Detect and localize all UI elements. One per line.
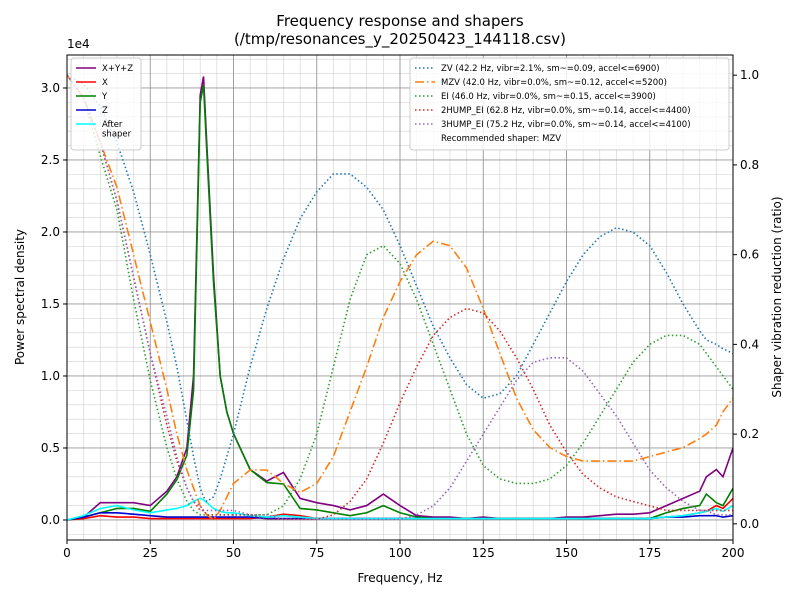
- legend-label: Y: [101, 92, 108, 102]
- y-tick-label: 0.5: [41, 441, 60, 455]
- legend-label: ZV (42.2 Hz, vibr=2.1%, sm~=0.09, accel<…: [441, 64, 660, 74]
- series-line: [67, 74, 733, 521]
- legend: ZV (42.2 Hz, vibr=2.1%, sm~=0.09, accel<…: [409, 57, 730, 151]
- x-tick-label: 125: [472, 546, 495, 560]
- x-tick-label: 100: [389, 546, 412, 560]
- y-offset-label: 1e4: [67, 37, 90, 51]
- y2-tick-label: 0.4: [740, 337, 759, 351]
- y-tick-label: 1.0: [41, 369, 60, 383]
- x-tick-label: 25: [143, 546, 158, 560]
- series-line: [67, 74, 733, 516]
- x-tick-label: 0: [63, 546, 71, 560]
- x-tick-label: 75: [309, 546, 324, 560]
- legend-box: [409, 57, 730, 151]
- plot-lines: [67, 74, 733, 521]
- y2-tick-label: 0.6: [740, 248, 759, 262]
- y2-tick-label: 0.2: [740, 427, 759, 441]
- x-tick-label: 50: [226, 546, 241, 560]
- x-tick-label: 200: [722, 546, 745, 560]
- legend-label: 2HUMP_EI (62.8 Hz, vibr=0.0%, sm~=0.14, …: [441, 106, 691, 116]
- y-tick-label: 2.5: [41, 153, 60, 167]
- y-tick-label: 2.0: [41, 225, 60, 239]
- legend-note: Recommended shaper: MZV: [441, 134, 561, 144]
- y2-tick-label: 0.8: [740, 158, 759, 172]
- legend-box: [70, 57, 142, 151]
- legend-label: X: [102, 78, 108, 88]
- y-axis-label: Power spectral density: [13, 229, 27, 365]
- chart-subtitle: (/tmp/resonances_y_20250423_144118.csv): [234, 30, 566, 49]
- chart-title: Frequency response and shapers: [276, 12, 524, 30]
- ticks: 0 25 50 75 100 125 150 175 200 0.0 0.5 1.0 1.5 2.0 2.5…: [41, 68, 759, 560]
- x-tick-label: 150: [555, 546, 578, 560]
- y2-tick-label: 1.0: [740, 68, 759, 82]
- x-axis-label: Frequency, Hz: [358, 571, 443, 585]
- series-line: [67, 74, 733, 521]
- y2-tick-label: 0.0: [740, 517, 759, 531]
- legend: X+Y+Z XYZ After shaper: [70, 57, 142, 151]
- legend-label: Z: [102, 106, 108, 116]
- x-tick-label: 175: [638, 546, 661, 560]
- y-tick-label: 1.5: [41, 297, 60, 311]
- y-tick-label: 3.0: [41, 81, 60, 95]
- legend-label: 3HUMP_EI (75.2 Hz, vibr=0.0%, sm~=0.14, …: [441, 120, 691, 130]
- legend-label: After shaper: [102, 120, 132, 139]
- legend-label: X+Y+Z: [102, 64, 133, 74]
- legend-label: MZV (42.0 Hz, vibr=0.0%, sm~=0.12, accel…: [441, 78, 667, 88]
- series-line: [67, 497, 733, 521]
- y2-axis-label: Shaper vibration reduction (ratio): [770, 196, 784, 397]
- legend-label: EI (46.0 Hz, vibr=0.0%, sm~=0.15, accel<…: [441, 92, 656, 102]
- y-tick-label: 0.0: [41, 513, 60, 527]
